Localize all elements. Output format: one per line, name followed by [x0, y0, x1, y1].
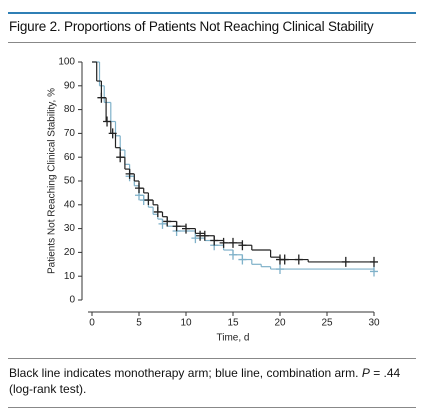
caption-p: P	[361, 366, 370, 380]
x-tick-label: 10	[180, 318, 192, 329]
x-tick-label: 15	[227, 318, 239, 329]
caption: Black line indicates monotherapy arm; bl…	[9, 365, 409, 397]
x-tick-label: 20	[274, 318, 286, 329]
censor-mark	[294, 254, 303, 265]
y-tick-label: 40	[64, 199, 76, 210]
censor-mark	[172, 221, 181, 232]
y-axis-label: Patients Not Reaching Clinical Stability…	[47, 88, 58, 274]
y-tick-label: 30	[64, 223, 76, 234]
censor-mark	[135, 183, 143, 194]
censor-mark	[280, 254, 289, 265]
x-tick-label: 5	[136, 318, 142, 329]
censor-mark	[163, 216, 172, 227]
censor-mark	[116, 152, 125, 163]
censor-mark	[144, 195, 153, 206]
censor-mark	[370, 256, 378, 267]
x-axis-label: Time, d	[217, 333, 250, 344]
censor-mark	[125, 168, 134, 179]
chart-title: Figure 2. Proportions of Patients Not Re…	[9, 19, 374, 34]
censor-mark	[103, 116, 112, 127]
censor-mark	[182, 223, 190, 234]
censor-mark	[219, 237, 228, 248]
censor-mark	[238, 240, 247, 251]
caption-rule	[8, 358, 416, 359]
censor-mark	[229, 249, 237, 260]
y-tick-label: 100	[58, 57, 75, 68]
censor-mark	[200, 230, 209, 241]
y-tick-label: 60	[64, 152, 76, 163]
x-tick-label: 0	[89, 318, 95, 329]
top-rule	[8, 12, 416, 14]
censor-mark	[276, 264, 284, 275]
censor-mark	[341, 256, 350, 267]
censor-mark	[153, 206, 162, 217]
censor-mark	[97, 92, 106, 103]
censor-mark	[191, 233, 200, 244]
y-tick-label: 70	[64, 128, 76, 139]
chart: 0 10 20 30 40 50 60 70 80 90 100 0 5 10 15 20 25 30 Time, …	[47, 57, 380, 344]
censor-mark	[108, 128, 117, 139]
caption-text: Black line indicates monotherapy arm; bl…	[9, 366, 362, 380]
caption-rest: = .44 (log-rank test).	[9, 366, 401, 396]
censor-mark	[370, 266, 378, 277]
censor-mark	[238, 254, 247, 265]
bottom-rule	[8, 407, 416, 408]
x-tick-label: 25	[321, 318, 333, 329]
y-tick-label: 10	[64, 271, 76, 282]
x-tick-label: 30	[368, 318, 380, 329]
y-tick-label: 90	[64, 80, 76, 91]
y-tick-label: 80	[64, 104, 76, 115]
censor-mark	[158, 218, 167, 229]
censor-mark	[229, 237, 237, 248]
y-tick-label: 50	[64, 176, 76, 187]
censor-mark	[210, 235, 219, 246]
title-rule	[8, 42, 416, 43]
y-tick-label: 0	[69, 295, 75, 306]
y-tick-label: 20	[64, 247, 76, 258]
